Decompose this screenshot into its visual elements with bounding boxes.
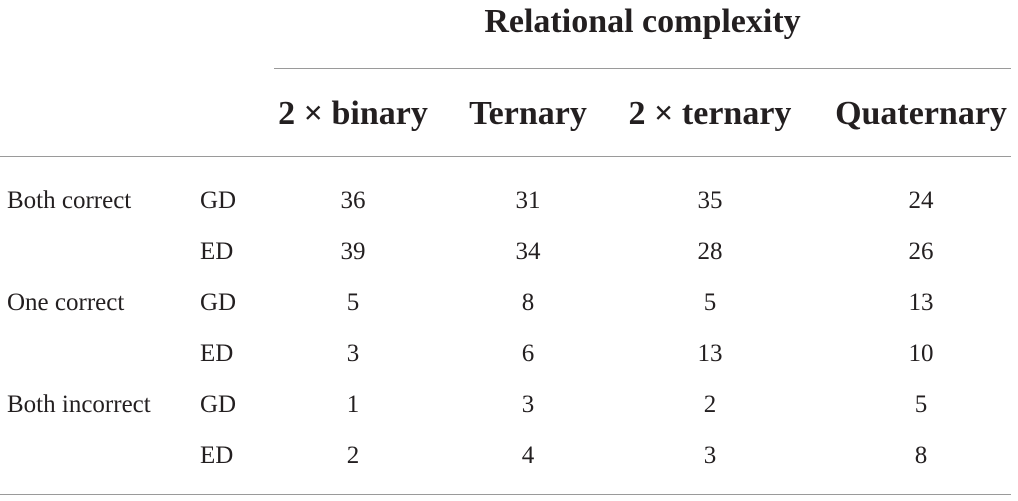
row-label-both-incorrect: Both incorrect (7, 391, 151, 418)
table-cell: 10 (908, 340, 934, 367)
table-cell: 13 (908, 289, 934, 316)
column-header-3: 2 × ternary (628, 95, 792, 132)
row-group-gd: GD (200, 391, 237, 418)
table-cell: 5 (346, 289, 360, 316)
table-cell: 13 (697, 340, 723, 367)
group-header: Relational complexity (484, 3, 801, 40)
row-group-gd: GD (200, 289, 237, 316)
table-cell: 26 (908, 238, 934, 265)
column-header-1: 2 × binary (278, 95, 428, 132)
table-cell: 1 (346, 391, 360, 418)
table-cell: 36 (340, 187, 366, 214)
table-cell: 2 (703, 391, 717, 418)
column-header-2: Ternary (469, 95, 587, 132)
row-label-one-correct: One correct (7, 289, 125, 316)
table-cell: 39 (340, 238, 366, 265)
row-group-ed: ED (200, 340, 234, 367)
row-group-ed: ED (200, 238, 234, 265)
row-group-gd: GD (200, 187, 237, 214)
table-cell: 8 (521, 289, 535, 316)
bottom-rule (0, 494, 1011, 495)
group-header-rule (274, 68, 1011, 69)
column-header-4: Quaternary (835, 95, 1007, 132)
header-rule (0, 156, 1011, 157)
table-cell: 6 (521, 340, 535, 367)
table-cell: 3 (521, 391, 535, 418)
row-group-ed: ED (200, 442, 234, 469)
table-cell: 34 (515, 238, 541, 265)
table-cell: 4 (521, 442, 535, 469)
table-cell: 3 (703, 442, 717, 469)
table-cell: 8 (914, 442, 928, 469)
table-cell: 31 (515, 187, 541, 214)
table-cell: 35 (697, 187, 723, 214)
row-label-both-correct: Both correct (7, 187, 132, 214)
table-cell: 28 (697, 238, 723, 265)
table-cell: 2 (346, 442, 360, 469)
table-cell: 3 (346, 340, 360, 367)
table-cell: 5 (703, 289, 717, 316)
table-cell: 5 (914, 391, 928, 418)
table-cell: 24 (908, 187, 934, 214)
